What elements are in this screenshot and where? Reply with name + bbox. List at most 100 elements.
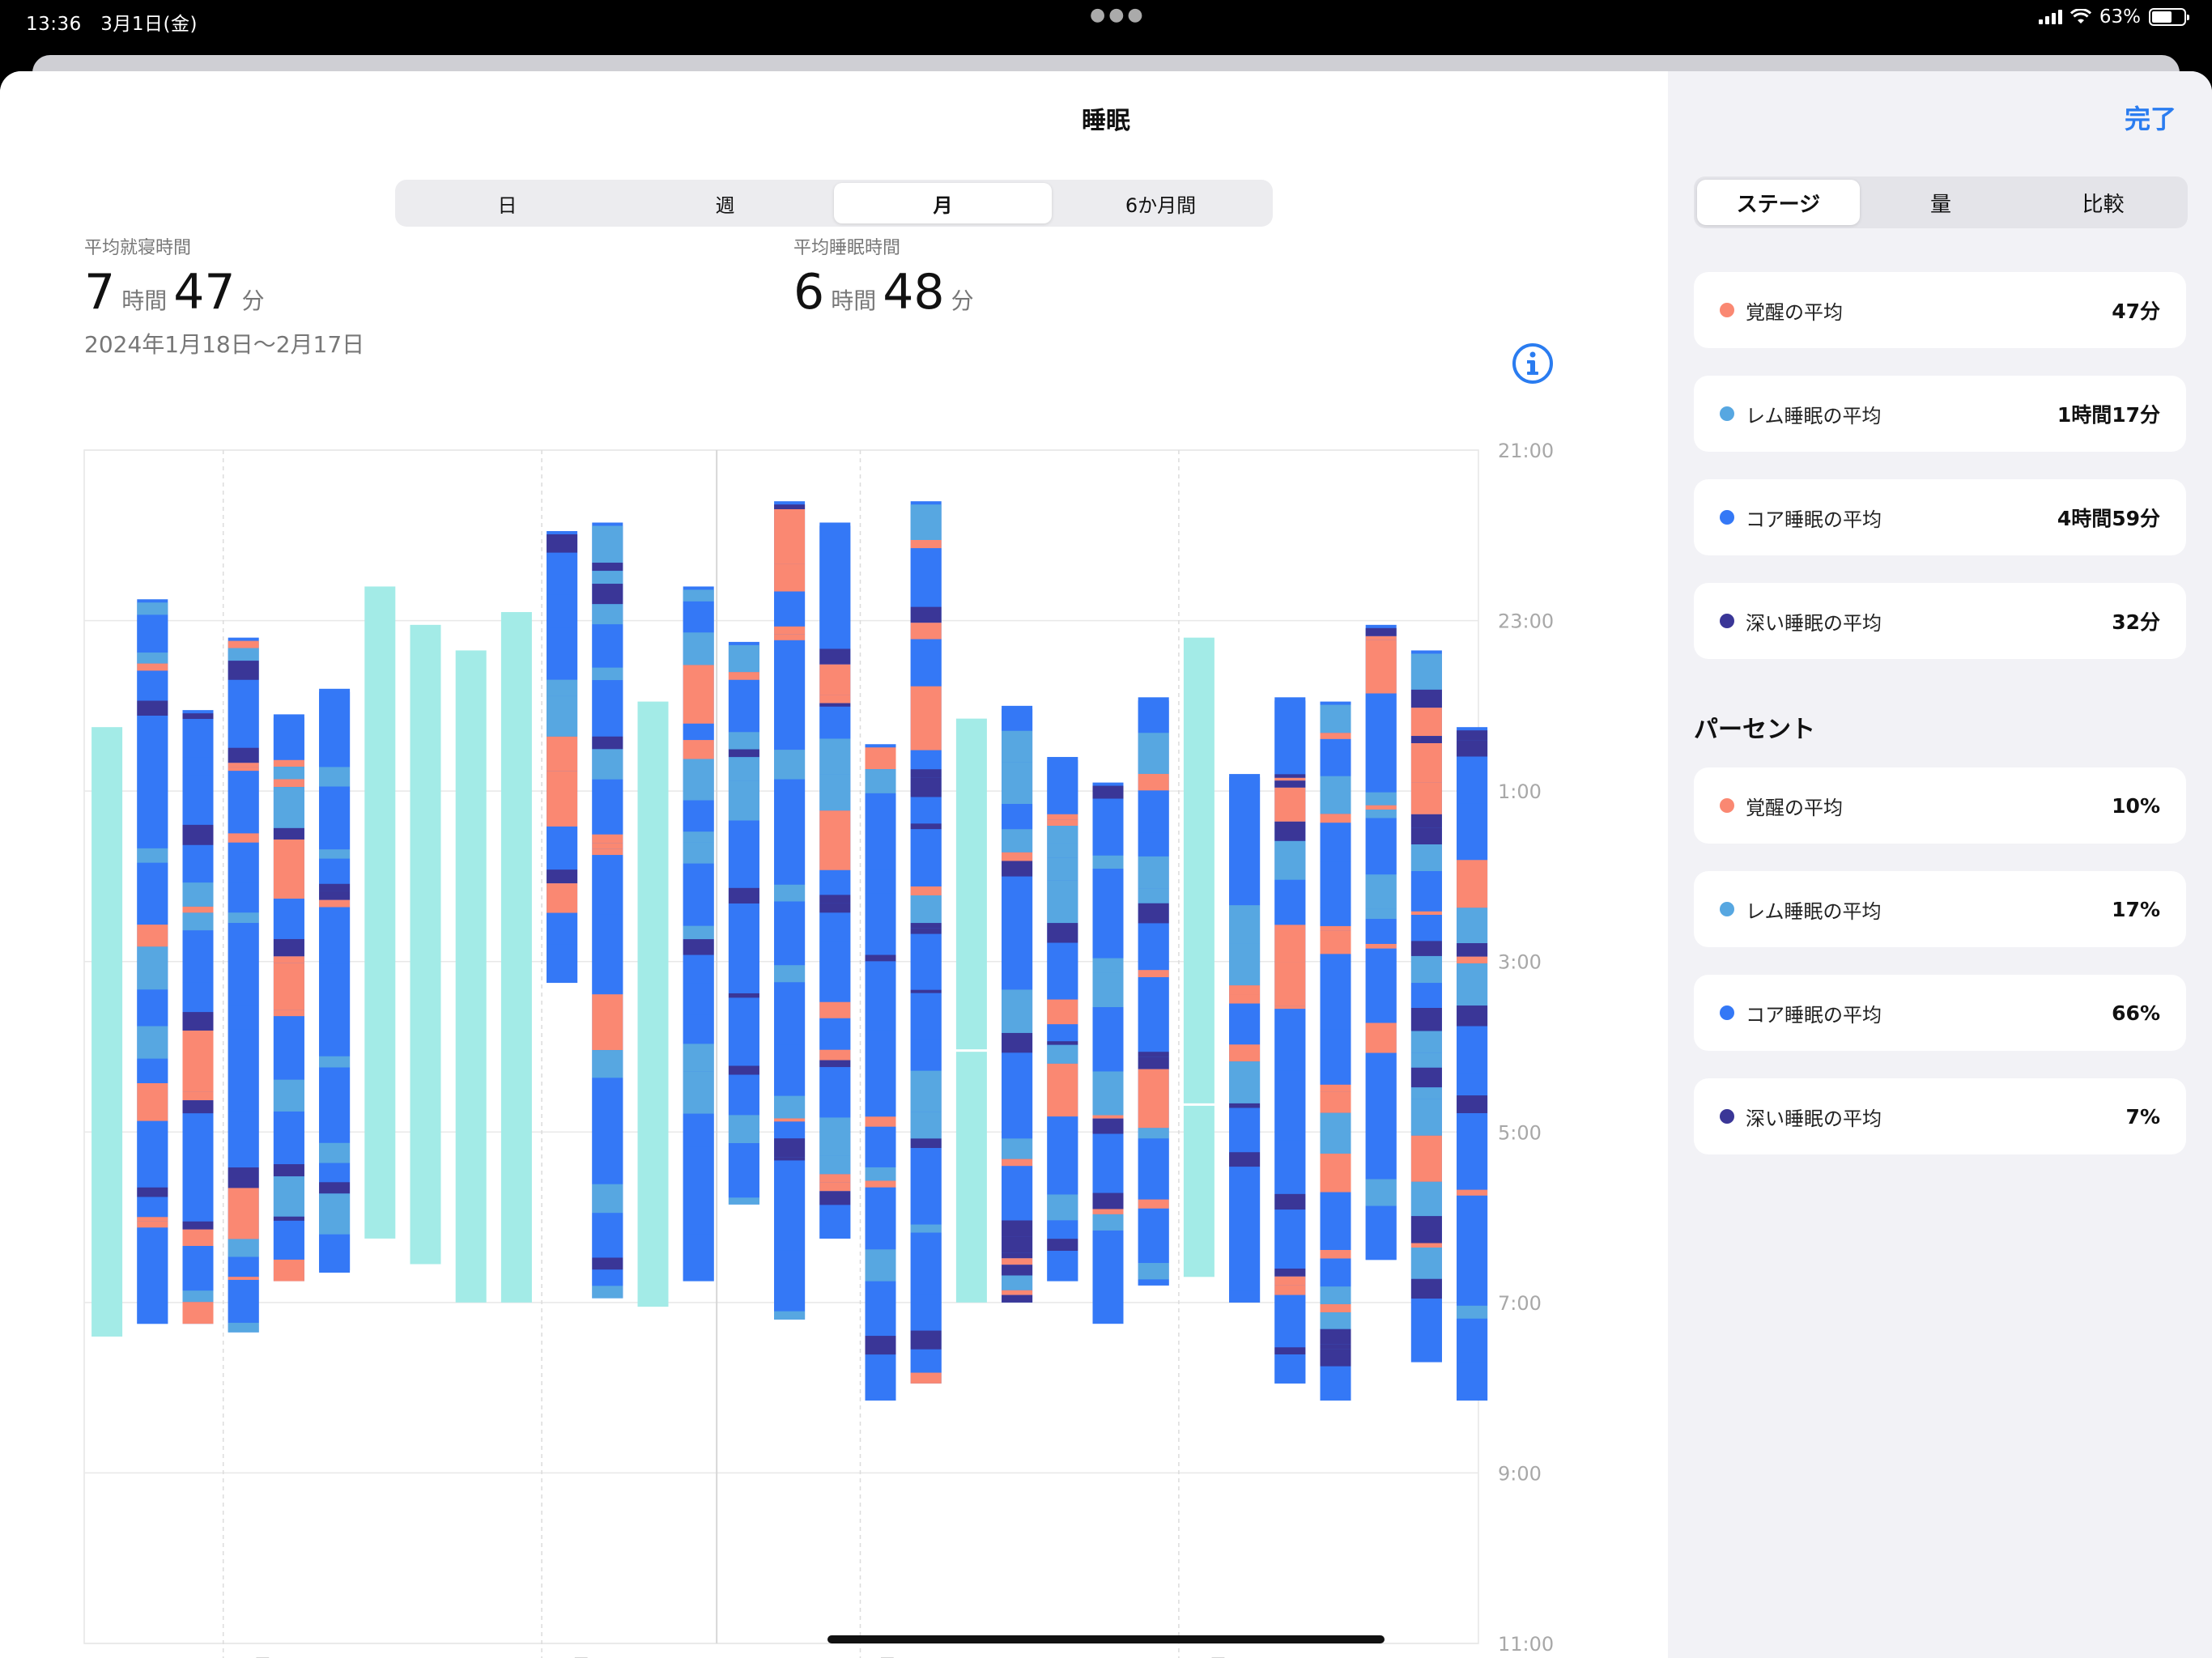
stage-segment (910, 686, 942, 750)
stage-segment (1002, 1189, 1033, 1221)
stage-card-awake[interactable]: 覚醒の平均 47分 (1694, 272, 2186, 348)
stage-segment (683, 1270, 714, 1282)
stage-segment (1229, 985, 1261, 995)
home-indicator[interactable] (827, 1635, 1385, 1643)
stage-segment (728, 903, 759, 955)
range-tab-month[interactable]: 月 (834, 183, 1052, 223)
range-tab-6months[interactable]: 6か月間 (1125, 193, 1197, 217)
y-tick-label: 23:00 (1498, 610, 1554, 633)
stage-segment (1274, 1276, 1306, 1286)
stage-segment (319, 1142, 351, 1163)
stage-segment (182, 1229, 214, 1247)
stage-segment (319, 883, 351, 891)
stage-segment (1457, 963, 1488, 1006)
stage-segment (819, 664, 851, 695)
battery-icon (2149, 8, 2189, 26)
stage-segment (1274, 741, 1306, 775)
stage-segment (182, 1290, 214, 1303)
stage-segment (683, 1044, 714, 1072)
stage-segment (1410, 892, 1442, 912)
done-button[interactable]: 完了 (2124, 104, 2176, 134)
percent-card-awake[interactable]: 覚醒の平均 10% (1694, 767, 2186, 844)
stage-segment (1274, 840, 1306, 880)
stage-segment (1229, 1103, 1261, 1108)
stage-segment (683, 589, 714, 602)
stage-segment (1410, 743, 1442, 783)
stage-segment (1410, 871, 1442, 893)
stage-segment (228, 763, 259, 767)
stage-segment (1092, 1192, 1124, 1209)
stage-segment (1047, 1251, 1078, 1282)
tab-compare[interactable]: 比較 (2082, 192, 2125, 217)
stage-segment (1092, 1115, 1124, 1119)
stage-segment (137, 670, 168, 701)
stage-segment (137, 653, 168, 664)
range-tab-week[interactable]: 週 (715, 193, 735, 217)
stage-segment (1092, 1209, 1124, 1214)
percent-card-rem[interactable]: レム睡眠の平均 17% (1694, 871, 2186, 947)
stage-segment (774, 1118, 806, 1122)
stage-segment (1365, 636, 1397, 640)
stage-segment (1410, 1299, 1442, 1354)
stage-segment (1047, 942, 1078, 1000)
stage-segment (774, 750, 806, 780)
stage-card-rem[interactable]: レム睡眠の平均 1時間17分 (1694, 376, 2186, 452)
stage-segment (1457, 831, 1488, 861)
stage-segment (728, 861, 759, 888)
stage-segment (1092, 827, 1124, 856)
stage-segment (1138, 733, 1169, 774)
percent-card-deep[interactable]: 深い睡眠の平均 7% (1694, 1078, 2186, 1154)
stage-segment (819, 1001, 851, 1018)
tab-amount[interactable]: 量 (1930, 192, 1952, 217)
stage-segment (1410, 736, 1442, 744)
stage-segment (182, 719, 214, 758)
stage-segment (728, 1074, 759, 1116)
stage-segment (1092, 855, 1124, 869)
stage-segment (865, 1281, 896, 1337)
stage-segment (1002, 1138, 1033, 1159)
stage-segment (774, 1267, 806, 1312)
stage-segment (182, 1171, 214, 1222)
stage-segment (547, 944, 578, 984)
stage-card-deep[interactable]: 深い睡眠の平均 32分 (1694, 583, 2186, 659)
stage-segment (1365, 810, 1397, 818)
stage-segment (1229, 1290, 1261, 1303)
tab-stages[interactable]: ステージ (1697, 180, 1860, 225)
stage-segment (1320, 1091, 1351, 1113)
stage-segment (774, 901, 806, 966)
date-range: 2024年1月18日〜2月17日 (84, 331, 365, 358)
multitasking-dots-icon[interactable]: ●●● (1090, 5, 1146, 25)
stage-segment (728, 993, 759, 998)
stage-segment (592, 736, 623, 750)
stage-segment (1320, 823, 1351, 862)
stage-segment (865, 1249, 896, 1282)
stage-segment (728, 679, 759, 733)
stage-segment (182, 1302, 214, 1324)
stage-segment (774, 864, 806, 885)
stage-segment (547, 695, 578, 737)
stage-segment (228, 767, 259, 772)
stage-segment (1410, 911, 1442, 916)
stage-segment (1365, 792, 1397, 806)
stage-segment (273, 717, 304, 760)
stage-segment (1457, 1005, 1488, 1027)
stage-segment (865, 1180, 896, 1188)
stage-segment (1047, 1148, 1078, 1195)
range-tab-day[interactable]: 日 (497, 193, 517, 217)
stage-segment (1410, 708, 1442, 737)
stage-segment (683, 1113, 714, 1147)
stat-value-sleep: 6 時間 48 分 (793, 264, 974, 321)
info-icon[interactable] (1511, 342, 1555, 385)
stage-segment (728, 1027, 759, 1066)
stage-segment (1365, 1102, 1397, 1122)
stage-segment (1138, 1128, 1169, 1139)
stage-segment (1410, 653, 1442, 690)
stage-segment (228, 1111, 259, 1151)
percent-card-core[interactable]: コア睡眠の平均 66% (1694, 975, 2186, 1051)
stage-segment (1365, 1077, 1397, 1103)
inbed-bar (91, 727, 123, 1337)
stage-segment (865, 893, 896, 934)
stage-card-core[interactable]: コア睡眠の平均 4時間59分 (1694, 479, 2186, 555)
y-tick-label: 7:00 (1498, 1292, 1542, 1315)
stage-segment (1320, 930, 1351, 954)
